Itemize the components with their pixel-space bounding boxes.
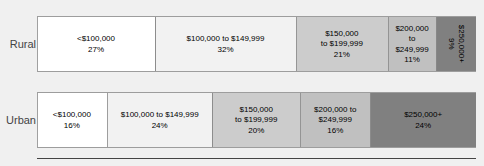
svg-text:$200,000to$249,99911%: $200,000to$249,99911%	[395, 24, 429, 64]
svg-text:$150,000to $199,99920%: $150,000to $199,99920%	[235, 105, 278, 135]
svg-text:$150,000to $199,99921%: $150,000to $199,99921%	[321, 29, 364, 59]
svg-text:<$100,00027%: <$100,00027%	[77, 34, 116, 53]
svg-text:<$100,00016%: <$100,00016%	[53, 110, 92, 129]
svg-text:Urban: Urban	[6, 114, 36, 126]
svg-text:$200,000 to$249,99916%: $200,000 to$249,99916%	[314, 105, 357, 135]
svg-text:$100,000 to $149,99932%: $100,000 to $149,99932%	[187, 34, 265, 53]
svg-text:$250,000+24%: $250,000+24%	[404, 110, 442, 129]
svg-text:Rural: Rural	[10, 38, 36, 50]
svg-text:$100,000 to $149,99924%: $100,000 to $149,99924%	[121, 110, 199, 129]
svg-text:$250,000+9%: $250,000+9%	[447, 25, 466, 63]
